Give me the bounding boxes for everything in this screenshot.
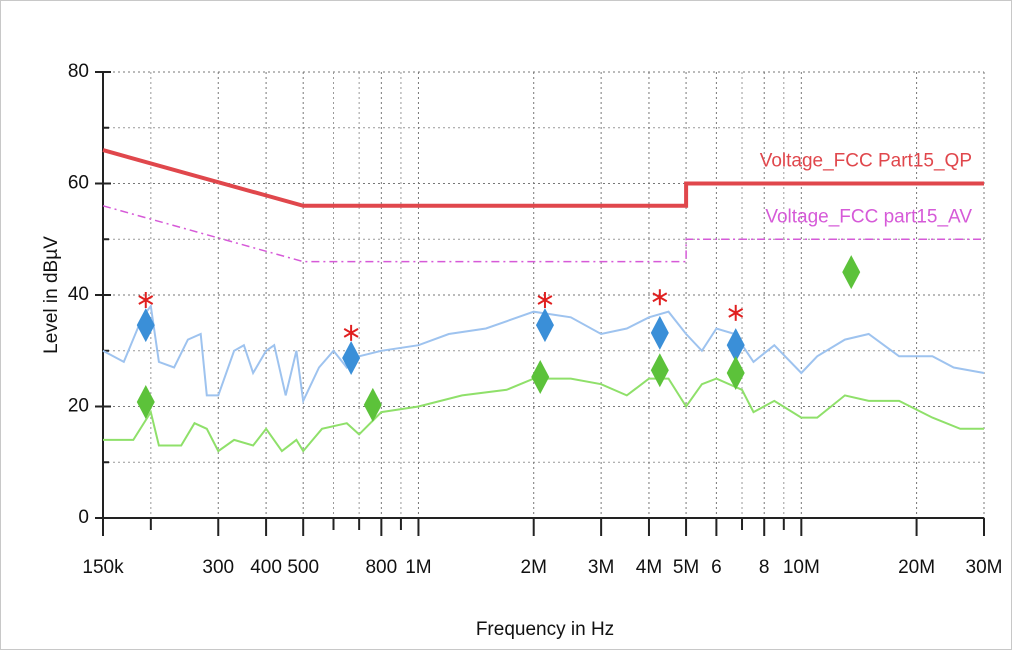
marker-diamond [535,308,554,343]
x-tick-label: 4M [636,557,662,578]
x-tick-label: 6 [711,557,722,578]
y-tick-label: 60 [68,173,89,194]
x-axis-label: Frequency in Hz [476,619,614,640]
marker-diamond [531,359,550,394]
series-line [102,205,984,263]
x-tick-label: 5M [673,557,699,578]
y-tick-label: 80 [68,61,89,82]
series-line [103,377,984,453]
x-tick-label: 1M [405,557,431,578]
marker-diamond [363,387,382,422]
marker-diamond [842,255,861,290]
x-tick-label: 2M [521,557,547,578]
x-tick-label: 800 [365,557,397,578]
series-line [102,148,984,208]
limit-label: Voltage_FCC part15_AV [765,206,972,227]
marker-asterisk [138,292,154,309]
marker-diamond [726,328,745,363]
marker-diamond [136,308,155,343]
limit-label: Voltage_FCC Part15_QP [760,151,972,172]
y-tick-label: 20 [68,396,89,417]
x-tick-label: 8 [759,557,770,578]
x-tick-label: 500 [287,557,319,578]
marker-diamond [136,385,155,420]
marker-asterisk [343,324,359,341]
x-tick-label: 400 [250,557,282,578]
marker-asterisk [537,292,553,309]
x-tick-label: 3M [588,557,614,578]
x-tick-label: 20M [898,557,935,578]
marker-asterisk [728,304,744,321]
marker-diamond [342,340,361,375]
x-tick-label: 10M [783,557,820,578]
x-tick-label: 30M [966,557,1003,578]
y-tick-label: 40 [68,284,89,305]
marker-diamond [650,315,669,350]
marker-diamond [650,353,669,388]
x-tick-label: 300 [202,557,234,578]
x-tick-label: 150k [82,557,124,578]
marker-asterisk [652,289,668,306]
y-axis-label: Level in dBµV [41,236,62,354]
series-line [102,303,985,405]
y-tick-label: 0 [78,507,89,528]
marker-diamond [726,356,745,391]
